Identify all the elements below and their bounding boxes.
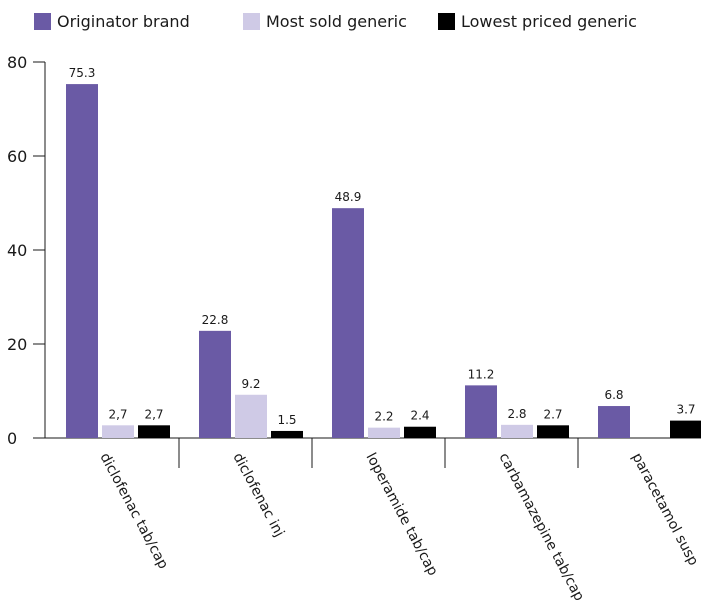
legend-swatch-originator-brand bbox=[34, 12, 51, 30]
data-label-lowest-priced-generic-diclofenac-inj: 1.5 bbox=[277, 413, 296, 427]
category-label-carbamazepine-tab-cap: carbamazepine tab/cap bbox=[495, 450, 587, 603]
bar-lowest-priced-generic-carbamazepine-tab-cap bbox=[537, 425, 569, 438]
data-label-lowest-priced-generic-carbamazepine-tab-cap: 2.7 bbox=[543, 407, 562, 421]
category-label-paracetamol-susp: paracetamol susp bbox=[628, 450, 701, 568]
y-tick-label: 0 bbox=[7, 429, 17, 448]
data-label-most-sold-generic-diclofenac-tab-cap: 2,7 bbox=[108, 407, 127, 421]
category-label-diclofenac-inj: diclofenac inj bbox=[229, 450, 287, 539]
bar-lowest-priced-generic-diclofenac-inj bbox=[271, 430, 303, 438]
data-label-originator-brand-diclofenac-inj: 22.8 bbox=[202, 313, 229, 327]
bar-most-sold-generic-loperamide-tab-cap bbox=[368, 427, 400, 438]
legend-label-lowest-priced-generic: Lowest priced generic bbox=[461, 11, 637, 31]
bar-originator-brand-diclofenac-tab-cap bbox=[66, 84, 98, 438]
data-label-most-sold-generic-loperamide-tab-cap: 2.2 bbox=[374, 410, 393, 424]
bar-originator-brand-carbamazepine-tab-cap bbox=[465, 385, 497, 438]
data-label-most-sold-generic-carbamazepine-tab-cap: 2.8 bbox=[507, 407, 526, 421]
bar-most-sold-generic-diclofenac-tab-cap bbox=[102, 425, 134, 438]
bar-lowest-priced-generic-paracetamol-susp bbox=[670, 420, 701, 438]
legend-swatch-most-sold-generic bbox=[243, 12, 260, 30]
y-tick-label: 40 bbox=[7, 241, 27, 260]
bar-most-sold-generic-carbamazepine-tab-cap bbox=[501, 424, 533, 438]
legend-item-most-sold-generic: Most sold generic bbox=[243, 9, 407, 33]
bar-most-sold-generic-diclofenac-inj bbox=[235, 394, 267, 438]
data-label-lowest-priced-generic-loperamide-tab-cap: 2.4 bbox=[410, 409, 429, 423]
bar-originator-brand-diclofenac-inj bbox=[199, 330, 231, 438]
legend-label-most-sold-generic: Most sold generic bbox=[266, 11, 407, 31]
bar-originator-brand-paracetamol-susp bbox=[598, 406, 630, 438]
legend: Originator brand Most sold generic Lowes… bbox=[0, 9, 701, 33]
bar-lowest-priced-generic-diclofenac-tab-cap bbox=[138, 425, 170, 438]
bar-originator-brand-loperamide-tab-cap bbox=[332, 208, 364, 438]
y-tick-label: 20 bbox=[7, 335, 27, 354]
data-label-lowest-priced-generic-paracetamol-susp: 3.7 bbox=[676, 403, 695, 417]
y-tick-label: 60 bbox=[7, 147, 27, 166]
data-label-lowest-priced-generic-diclofenac-tab-cap: 2,7 bbox=[144, 407, 163, 421]
data-label-originator-brand-diclofenac-tab-cap: 75.3 bbox=[69, 66, 96, 80]
bar-lowest-priced-generic-loperamide-tab-cap bbox=[404, 426, 436, 438]
legend-swatch-lowest-priced-generic bbox=[438, 12, 455, 30]
legend-item-lowest-priced-generic: Lowest priced generic bbox=[438, 9, 637, 33]
category-label-loperamide-tab-cap: loperamide tab/cap bbox=[362, 450, 440, 578]
data-label-most-sold-generic-diclofenac-inj: 9.2 bbox=[241, 377, 260, 391]
data-label-originator-brand-carbamazepine-tab-cap: 11.2 bbox=[468, 367, 495, 381]
legend-label-originator-brand: Originator brand bbox=[57, 11, 190, 31]
y-tick-label: 80 bbox=[7, 53, 27, 72]
data-label-originator-brand-paracetamol-susp: 6.8 bbox=[604, 388, 623, 402]
legend-item-originator-brand: Originator brand bbox=[34, 9, 190, 33]
data-label-originator-brand-loperamide-tab-cap: 48.9 bbox=[335, 190, 362, 204]
category-label-diclofenac-tab-cap: diclofenac tab/cap bbox=[96, 450, 171, 571]
